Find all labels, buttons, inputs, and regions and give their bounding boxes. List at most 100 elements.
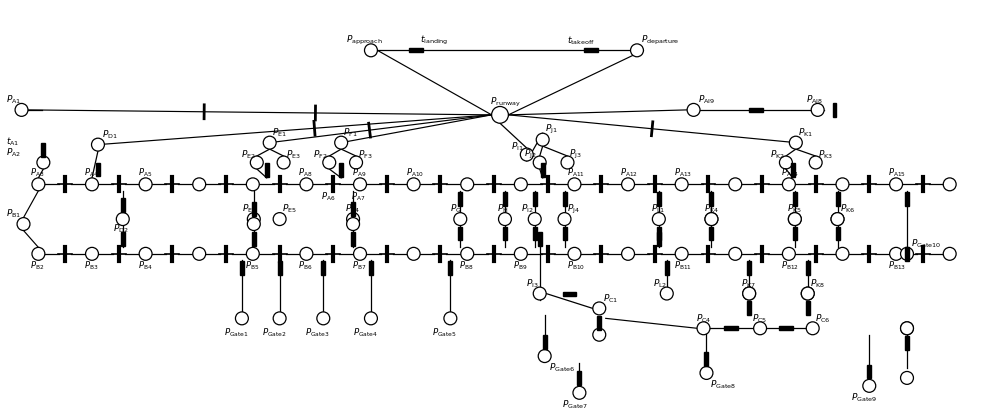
Circle shape <box>675 178 688 191</box>
Bar <box>369 261 373 275</box>
Circle shape <box>836 178 849 191</box>
Circle shape <box>729 178 742 191</box>
Circle shape <box>831 213 844 225</box>
Bar <box>458 227 462 240</box>
Text: $P_{\mathrm{B12}}$: $P_{\mathrm{B12}}$ <box>781 259 799 272</box>
Text: $P_{\mathrm{E3}}$: $P_{\mathrm{E3}}$ <box>286 148 300 161</box>
Bar <box>836 192 840 206</box>
Circle shape <box>492 107 508 123</box>
Text: $P_{\mathrm{L2}}$: $P_{\mathrm{L2}}$ <box>653 278 667 290</box>
Bar <box>597 316 601 330</box>
Text: $t_{\mathrm{landing}}$: $t_{\mathrm{landing}}$ <box>420 34 448 47</box>
Text: $P_{\mathrm{K5}}$: $P_{\mathrm{K5}}$ <box>787 203 802 216</box>
Bar <box>543 335 547 349</box>
Circle shape <box>788 213 801 225</box>
Circle shape <box>300 178 313 191</box>
Text: $P_{\mathrm{C4}}$: $P_{\mathrm{C4}}$ <box>696 312 711 325</box>
Bar <box>747 261 751 275</box>
Bar <box>905 192 909 206</box>
Bar <box>724 326 738 330</box>
Bar <box>448 261 452 275</box>
Text: $P_{\mathrm{C1}}$: $P_{\mathrm{C1}}$ <box>603 292 619 305</box>
Circle shape <box>247 218 260 230</box>
Text: $P_{\mathrm{A5}}$: $P_{\mathrm{A5}}$ <box>138 166 152 179</box>
Circle shape <box>116 213 129 225</box>
Circle shape <box>890 178 903 191</box>
Bar <box>657 227 661 240</box>
Circle shape <box>514 247 527 260</box>
Bar <box>793 192 797 206</box>
Text: $P_{\mathrm{J2}}$: $P_{\mathrm{J2}}$ <box>524 148 537 161</box>
Text: $P_{\mathrm{K4}}$: $P_{\mathrm{K4}}$ <box>704 203 719 216</box>
Circle shape <box>901 322 913 335</box>
Circle shape <box>461 247 474 260</box>
Bar <box>252 202 256 216</box>
Bar <box>533 192 537 206</box>
Circle shape <box>901 247 913 260</box>
Text: $P_{\mathrm{J4}}$: $P_{\mathrm{J4}}$ <box>567 203 579 216</box>
Circle shape <box>782 178 795 191</box>
Circle shape <box>743 287 756 300</box>
Bar <box>836 227 840 240</box>
Bar <box>704 351 708 366</box>
Circle shape <box>831 213 844 225</box>
Bar <box>541 163 545 177</box>
Circle shape <box>514 178 527 191</box>
Circle shape <box>444 312 457 325</box>
Bar <box>265 163 269 177</box>
Circle shape <box>901 322 913 335</box>
Circle shape <box>568 178 581 191</box>
Circle shape <box>561 156 574 169</box>
Circle shape <box>705 213 718 225</box>
Circle shape <box>743 287 756 300</box>
Circle shape <box>364 44 377 57</box>
Text: $P_{\mathrm{H}}$: $P_{\mathrm{H}}$ <box>497 203 509 216</box>
Text: $P_{\mathrm{B11}}$: $P_{\mathrm{B11}}$ <box>674 259 692 272</box>
Circle shape <box>779 156 792 169</box>
Text: $P_{\mathrm{I1}}$: $P_{\mathrm{I1}}$ <box>511 140 524 153</box>
Circle shape <box>901 371 913 385</box>
Text: $P_{\mathrm{Gate10}}$: $P_{\mathrm{Gate10}}$ <box>911 237 941 250</box>
Text: $P_{\mathrm{B3}}$: $P_{\mathrm{B3}}$ <box>84 259 98 272</box>
Circle shape <box>754 322 767 335</box>
Circle shape <box>943 247 956 260</box>
Circle shape <box>15 103 28 116</box>
Circle shape <box>86 178 98 191</box>
Circle shape <box>300 247 313 260</box>
Bar <box>563 227 567 240</box>
Circle shape <box>863 380 876 392</box>
Text: $P_{\mathrm{B6}}$: $P_{\mathrm{B6}}$ <box>298 259 313 272</box>
Bar <box>577 371 581 385</box>
Bar <box>867 365 871 378</box>
Text: $P_{\mathrm{E2}}$: $P_{\mathrm{E2}}$ <box>241 148 256 161</box>
Text: $P_{\mathrm{A7}}$: $P_{\mathrm{A7}}$ <box>351 190 365 202</box>
Text: $t_{\mathrm{A1}}$: $t_{\mathrm{A1}}$ <box>6 135 19 148</box>
Text: $P_{\mathrm{A2}}$: $P_{\mathrm{A2}}$ <box>6 146 21 159</box>
Text: $P_{\mathrm{B8}}$: $P_{\mathrm{B8}}$ <box>459 259 474 272</box>
Circle shape <box>277 156 290 169</box>
Circle shape <box>407 247 420 260</box>
Bar <box>533 227 537 240</box>
Bar <box>749 108 763 112</box>
Text: $P_{\mathrm{AI8}}$: $P_{\mathrm{AI8}}$ <box>806 94 823 106</box>
Circle shape <box>499 213 511 225</box>
Bar <box>121 198 125 211</box>
Text: $P_{\mathrm{Gate9}}$: $P_{\mathrm{Gate9}}$ <box>851 392 878 404</box>
Circle shape <box>536 133 549 146</box>
Bar <box>351 202 355 216</box>
Text: $P_{\mathrm{B5}}$: $P_{\mathrm{B5}}$ <box>245 259 259 272</box>
Circle shape <box>17 218 30 230</box>
Circle shape <box>697 322 710 335</box>
Bar <box>806 261 810 275</box>
Circle shape <box>139 247 152 260</box>
Circle shape <box>782 247 795 260</box>
Bar <box>538 233 542 247</box>
Circle shape <box>568 247 581 260</box>
Bar <box>339 163 343 177</box>
Text: $P_{\mathrm{F1}}$: $P_{\mathrm{F1}}$ <box>343 126 358 139</box>
Circle shape <box>86 247 98 260</box>
Text: $P_{\mathrm{F2}}$: $P_{\mathrm{F2}}$ <box>313 148 328 161</box>
Text: $P_{\mathrm{B1}}$: $P_{\mathrm{B1}}$ <box>6 208 21 221</box>
Circle shape <box>811 103 824 116</box>
Circle shape <box>263 136 276 149</box>
